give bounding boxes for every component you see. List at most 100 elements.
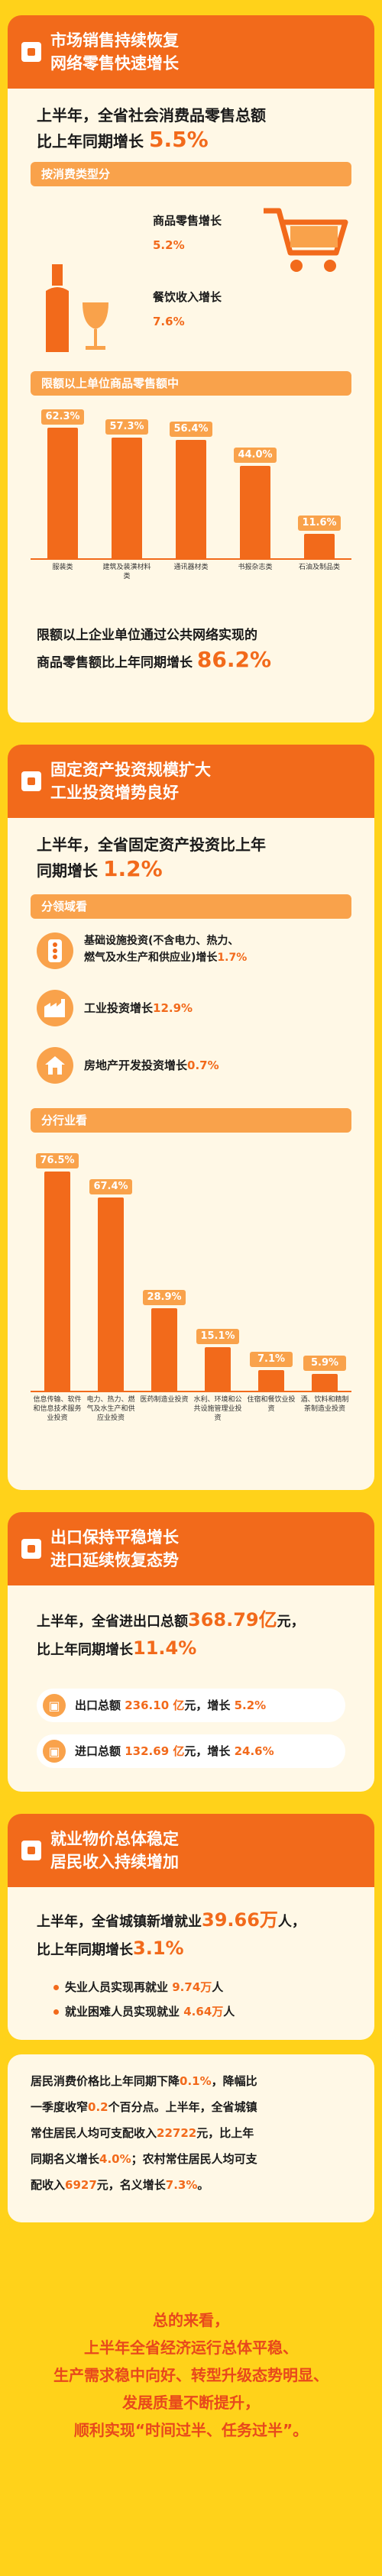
header-bullet-icon: [21, 1539, 41, 1559]
section-header-retail: 市场销售持续恢复 网络零售快速增长: [8, 15, 374, 89]
section-title-line2: 进口延续恢复态势: [50, 1551, 179, 1569]
section-title-line1: 市场销售持续恢复: [50, 31, 179, 50]
bar-value-label: 44.0%: [234, 448, 277, 463]
investment-headline-line1: 上半年，全省固定资产投资比上年: [37, 836, 266, 854]
urban-income-value: 22722: [157, 2126, 197, 2140]
closing-summary: 总的来看， 上半年全省经济运行总体平稳、 生产需求稳中向好、转型升级态势明显、 …: [0, 2306, 382, 2444]
infra-line1: 基础设施投资(不含电力、热力、: [84, 935, 239, 947]
wine-bottle-icon: [46, 264, 108, 352]
closing-line1: 总的来看，: [153, 2311, 229, 2329]
bar-value-label: 57.3%: [105, 419, 148, 435]
bar-value-label: 15.1%: [196, 1329, 239, 1345]
online-retail-line2: 商品零售额比上年同期增长: [37, 655, 193, 671]
income-text2: 元，比上年: [196, 2126, 254, 2140]
employment-headline-line2: 比上年同期增长: [37, 1942, 133, 1958]
header-bullet-icon: [21, 1841, 41, 1860]
bar-category-label: 石油及制品类: [298, 564, 340, 571]
bar-category-label: 书报杂志类: [238, 564, 273, 571]
chart-bar: [47, 427, 78, 558]
online-retail-line1: 限额以上企业单位通过公共网络实现的: [37, 628, 257, 643]
shopping-cart-icon: [264, 208, 348, 272]
bar-category-label: 通讯器材类: [173, 564, 209, 571]
bar-value-label: 7.1%: [250, 1352, 293, 1368]
hard-employ-row: 就业困难人员实现就业 4.64万人: [53, 2003, 235, 2020]
header-bullet-icon: [21, 771, 41, 791]
card-investment: 上半年，全省固定资产投资比上年 同期增长 1.2% 分领域看 基础设施投资(不含…: [8, 818, 374, 1490]
subhead-by-field: 分领域看: [31, 894, 351, 919]
chart-bar: [258, 1370, 284, 1391]
section-title-line2: 居民收入持续增加: [50, 1853, 179, 1871]
income-text3: 同期名义增长: [31, 2152, 100, 2166]
hard-value: 4.64万: [183, 2005, 224, 2018]
employment-headline-value: 39.66万: [202, 1909, 278, 1931]
chart-bar: [176, 439, 206, 558]
hard-unit: 人: [223, 2005, 235, 2018]
narrow-value: 0.2: [88, 2100, 108, 2114]
chart-baseline: [31, 558, 351, 560]
section-header-employment: 就业物价总体稳定 居民收入持续增加: [8, 1814, 374, 1887]
chart-baseline: [31, 1391, 351, 1392]
investment-headline-line2: 同期增长: [37, 861, 98, 880]
infra-line2: 燃气及水生产和供应业)增长: [84, 952, 218, 964]
export-mid: 元，增长: [184, 1698, 231, 1712]
online-retail-value: 86.2%: [196, 647, 272, 672]
trade-headline-pre: 上半年，全省进出口总额: [37, 1614, 188, 1630]
retail-headline-line1: 上半年，全省社会消费品零售总额: [37, 106, 266, 124]
house-icon: [37, 1047, 73, 1084]
export-growth: 5.2%: [234, 1698, 267, 1712]
infra-value: 1.7%: [217, 952, 248, 964]
prices-text2: ，降幅比: [211, 2074, 257, 2088]
subhead-by-industry: 分行业看: [31, 1108, 351, 1133]
bar-value-label: 76.5%: [36, 1153, 79, 1169]
retail-headline-line2: 比上年同期增长: [37, 132, 144, 150]
cpi-value: 0.1%: [180, 2074, 212, 2088]
card-prices-income: 居民消费价格比上年同期下降0.1%，降幅比 一季度收窄0.2个百分点。上半年，全…: [8, 2054, 374, 2222]
hard-label: 就业困难人员实现就业: [65, 2005, 180, 2018]
trade-headline-value: 368.79亿: [188, 1609, 277, 1631]
retail-headline-value: 5.5%: [148, 127, 209, 152]
box-icon: ▣: [43, 1694, 66, 1717]
card-employment: 上半年，全省城镇新增就业39.66万人， 比上年同期增长3.1% 失业人员实现再…: [8, 1887, 374, 2040]
retail-category-chart: 62.3% 服装类 57.3% 建筑及装潢材料类 56.4% 通讯器材类 44.0% 书报杂志…: [31, 402, 351, 593]
bar-category-label: 住宿和餐饮业投资: [247, 1396, 296, 1413]
import-row: ▣ 进口总额 132.69 亿元，增长 24.6%: [37, 1734, 345, 1768]
industry-investment-chart: 76.5% 信息传输、软件和信息技术服务业投资 67.4% 电力、热力、燃气及水生产和…: [31, 1139, 351, 1459]
closing-line2: 上半年全省经济运行总体平稳、: [84, 2338, 298, 2357]
reemploy-value: 9.74万: [172, 1980, 212, 1994]
trade-headline-growth: 11.4%: [133, 1637, 197, 1659]
reemploy-unit: 人: [212, 1980, 224, 1994]
catering-growth-value: 7.6%: [153, 315, 185, 328]
income-text1: 常住居民人均可支配收入: [31, 2126, 157, 2140]
chart-bar: [304, 534, 335, 558]
export-row: ▣ 出口总额 236.10 亿元，增长 5.2%: [37, 1689, 345, 1722]
bar-category-label: 电力、热力、燃气及水生产和供应业投资: [86, 1396, 135, 1422]
chart-bar: [112, 438, 142, 558]
subhead-above-quota: 限额以上单位商品零售额中: [31, 371, 351, 396]
bar-category-label: 医药制造业投资: [140, 1396, 189, 1404]
bullet-dot-icon: [53, 1985, 59, 1990]
export-label: 出口总额: [75, 1698, 121, 1712]
trade-headline-line2: 比上年同期增长: [37, 1642, 133, 1658]
card-trade: 上半年，全省进出口总额368.79亿元， 比上年同期增长11.4% ▣ 出口总额…: [8, 1585, 374, 1792]
bar-value-label: 56.4%: [170, 421, 212, 437]
card-retail: 上半年，全省社会消费品零售总额 比上年同期增长 5.5% 按消费类型分 商品零售…: [8, 89, 374, 722]
realestate-value: 0.7%: [187, 1059, 219, 1072]
bar-category-label: 酒、饮料和精制茶制造业投资: [300, 1396, 349, 1413]
bar-category-label: 水利、环境和公共设施管理业投资: [193, 1396, 242, 1422]
rural-growth-value: 7.3%: [165, 2178, 198, 2192]
realestate-label: 房地产开发投资增长: [84, 1059, 188, 1072]
section-title-line2: 网络零售快速增长: [50, 54, 179, 73]
bar-value-label: 67.4%: [89, 1179, 132, 1195]
header-bullet-icon: [21, 42, 41, 62]
factory-icon: [37, 990, 73, 1026]
income-text5: 配收入: [31, 2178, 66, 2192]
chart-bar: [205, 1347, 231, 1391]
urban-growth-value: 4.0%: [99, 2152, 131, 2166]
employment-headline-pre: 上半年，全省城镇新增就业: [37, 1914, 202, 1930]
box-icon: ▣: [43, 1740, 66, 1763]
retail-growth-value: 5.2%: [153, 238, 185, 252]
bar-value-label: 62.3%: [41, 409, 84, 425]
chart-bar: [98, 1198, 124, 1391]
bar-category-label: 信息传输、软件和信息技术服务业投资: [33, 1396, 82, 1422]
section-title-line1: 固定资产投资规模扩大: [50, 761, 211, 779]
